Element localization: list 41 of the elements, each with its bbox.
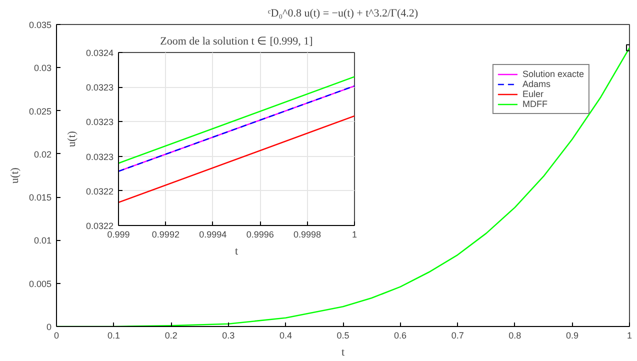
y-tick-label: 0.0324	[86, 48, 114, 58]
y-tick-label: 0	[46, 322, 52, 332]
x-tick-label: 0	[54, 330, 60, 340]
x-tick-label: 0.9998	[294, 230, 322, 240]
x-tick-label: 0.9	[566, 330, 578, 340]
y-axis-title: u(t)	[66, 130, 78, 147]
y-tick-label: 0.005	[28, 278, 52, 289]
x-tick-label: 0.9996	[246, 230, 274, 240]
x-tick-label: 0.5	[336, 330, 350, 340]
x-tick-label: 1	[352, 230, 358, 240]
x-tick-label: 0.7	[451, 330, 464, 340]
y-tick-label: 0.01	[34, 236, 52, 246]
y-tick-label: 0.035	[28, 20, 52, 30]
legend-label: Adams	[522, 79, 550, 89]
y-tick-label: 0.02	[34, 149, 52, 160]
x-tick-label: 0.999	[107, 230, 130, 240]
chart-title: Zoom de la solution t ∈ [0.999, 1]	[160, 36, 313, 48]
x-tick-label: 0.1	[108, 330, 120, 340]
x-tick-label: 0.8	[508, 330, 522, 340]
y-tick-label: 0.015	[28, 192, 52, 203]
x-axis-title: t	[341, 346, 345, 358]
y-tick-label: 0.03	[34, 63, 52, 74]
y-tick-label: 0.0323	[86, 82, 114, 93]
x-tick-label: 1	[626, 330, 632, 340]
chart-title: ᶜD₀^0.8 u(t) = −u(t) + t^3.2/Γ(4.2)	[268, 8, 418, 20]
y-tick-label: 0.0322	[86, 186, 114, 196]
x-axis-title: t	[234, 246, 238, 258]
x-tick-label: 0.9994	[199, 230, 227, 240]
y-tick-label: 0.025	[28, 106, 52, 116]
legend-label: MDFF	[522, 99, 548, 109]
y-tick-label: 0.0323	[86, 117, 114, 128]
x-tick-label: 0.3	[222, 330, 235, 340]
y-tick-label: 0.0322	[86, 221, 114, 231]
y-tick-label: 0.0323	[86, 152, 114, 162]
x-tick-label: 0.9992	[152, 230, 180, 240]
legend-label: Euler	[522, 89, 544, 99]
x-tick-label: 0.2	[164, 330, 178, 340]
y-axis-title: u(t)	[8, 167, 21, 184]
x-tick-label: 0.4	[279, 330, 292, 340]
legend-label: Solution exacte	[522, 69, 584, 79]
x-tick-label: 0.6	[394, 330, 407, 340]
